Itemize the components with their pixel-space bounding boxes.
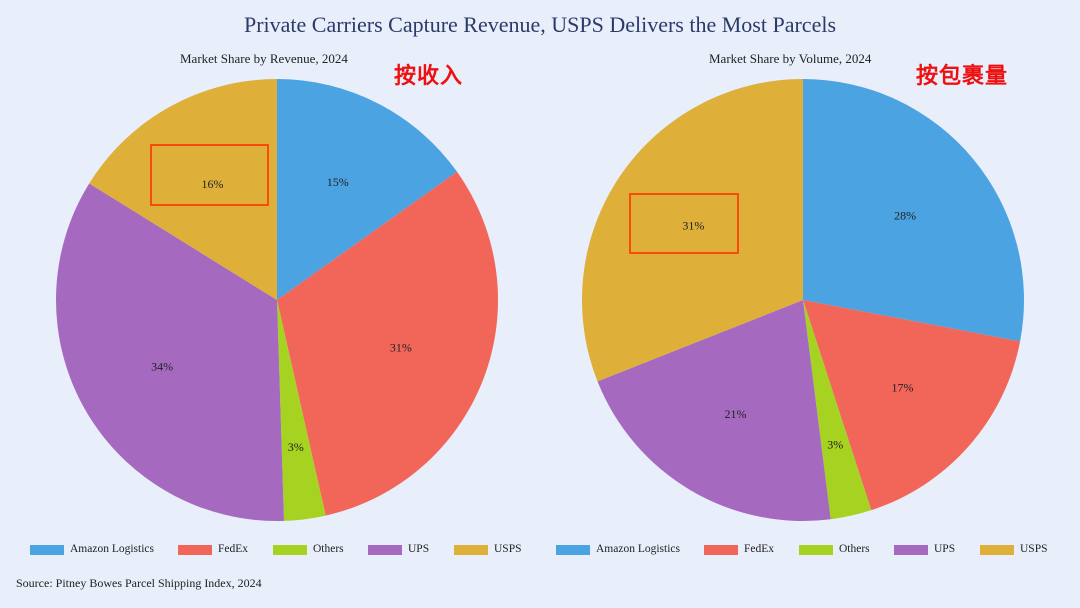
revenue-value-label-usps: 16% xyxy=(202,177,224,191)
legend-swatch-amazon xyxy=(556,545,590,555)
legend-label-usps: USPS xyxy=(1020,543,1048,555)
legend-swatch-usps xyxy=(454,545,488,555)
legend-swatch-amazon xyxy=(30,545,64,555)
legend-swatch-ups xyxy=(894,545,928,555)
legend-label-ups: UPS xyxy=(934,543,956,555)
revenue-value-label-ups: 34% xyxy=(151,359,173,373)
volume-value-label-amazon-logistics: 28% xyxy=(894,208,916,222)
volume-value-label-others: 3% xyxy=(827,438,843,452)
volume-value-label-ups: 21% xyxy=(725,407,747,421)
revenue-slice-amazon-logistics xyxy=(277,79,458,300)
revenue-value-label-fedex: 31% xyxy=(390,340,412,354)
legend-swatch-fedex xyxy=(704,545,738,555)
revenue-pie: 15% 31% 3% 34% 16% xyxy=(55,79,498,522)
legend-label-others: Others xyxy=(839,543,870,555)
volume-slice-usps xyxy=(582,79,803,382)
chart-title: Private Carriers Capture Revenue, USPS D… xyxy=(243,12,837,37)
legend-label-ups: UPS xyxy=(408,543,430,555)
volume-highlight-box xyxy=(629,193,739,254)
legend-swatch-usps xyxy=(980,545,1014,555)
legend-swatch-others xyxy=(273,545,307,555)
legend-swatch-fedex xyxy=(178,545,212,555)
volume-value-label-fedex: 17% xyxy=(891,381,913,395)
volume-annotation: 按包裹量 xyxy=(916,64,1009,89)
volume-slice-ups xyxy=(597,300,831,521)
volume-slice-fedex xyxy=(803,300,1021,511)
legend-label-usps: USPS xyxy=(494,543,522,555)
volume-value-label-usps: 31% xyxy=(682,218,704,232)
legend-label-amazon: Amazon Logistics xyxy=(70,543,154,555)
revenue-highlight-box xyxy=(150,144,269,206)
revenue-value-label-others: 3% xyxy=(288,440,304,454)
volume-pie-title: Market Share by Volume, 2024 xyxy=(709,51,872,66)
volume-slice-others xyxy=(803,300,872,520)
volume-slice-amazon-logistics xyxy=(803,79,1024,342)
revenue-value-label-amazon-logistics: 15% xyxy=(327,175,349,189)
volume-pie: 28% 17% 3% 21% 31% xyxy=(582,79,1024,521)
legend-label-fedex: FedEx xyxy=(218,543,249,555)
legend-label-amazon: Amazon Logistics xyxy=(596,543,680,555)
legend-swatch-ups xyxy=(368,545,402,555)
revenue-slice-ups xyxy=(55,183,285,522)
revenue-slice-usps xyxy=(89,79,277,300)
revenue-slice-fedex xyxy=(277,171,498,516)
legend-label-fedex: FedEx xyxy=(744,543,775,555)
source-note: Source: Pitney Bowes Parcel Shipping Ind… xyxy=(16,576,262,590)
revenue-annotation: 按收入 xyxy=(394,64,464,89)
revenue-slice-others xyxy=(277,300,326,521)
revenue-pie-title: Market Share by Revenue, 2024 xyxy=(180,51,348,66)
legend-swatch-others xyxy=(799,545,833,555)
legend-label-others: Others xyxy=(313,543,344,555)
